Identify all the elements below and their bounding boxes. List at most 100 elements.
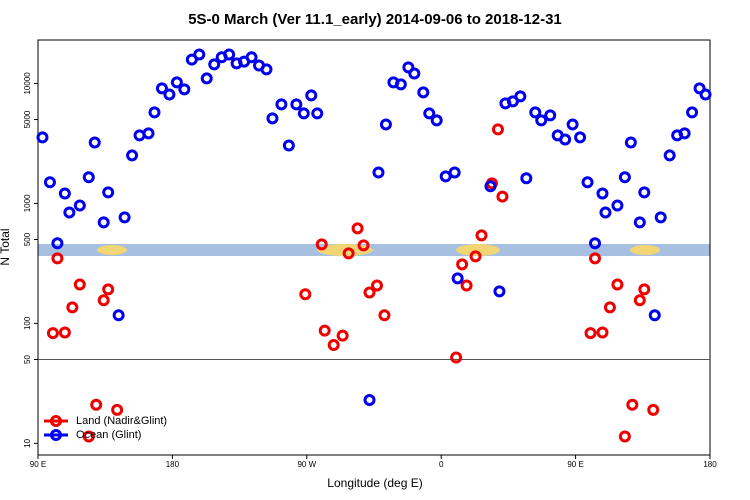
point bbox=[163, 88, 176, 101]
point bbox=[584, 327, 597, 340]
point bbox=[402, 61, 415, 74]
point bbox=[611, 199, 624, 212]
map-strip bbox=[38, 244, 710, 256]
y-tick-label: 5000 bbox=[23, 110, 32, 128]
point bbox=[178, 83, 191, 96]
point bbox=[496, 190, 509, 203]
point bbox=[379, 118, 392, 131]
point bbox=[372, 166, 385, 179]
point bbox=[647, 403, 660, 416]
point bbox=[648, 309, 661, 322]
point bbox=[46, 327, 59, 340]
point bbox=[520, 172, 533, 185]
point bbox=[170, 76, 183, 89]
y-tick-label: 10000 bbox=[23, 72, 32, 95]
legend: Land (Nadir&Glint) Ocean (Glint) bbox=[44, 415, 167, 441]
point bbox=[97, 216, 110, 229]
y-tick-label: 50 bbox=[23, 355, 32, 364]
point bbox=[155, 82, 168, 95]
point bbox=[633, 294, 646, 307]
point bbox=[559, 133, 572, 146]
point bbox=[73, 278, 86, 291]
x-tick-label: 90 E bbox=[567, 460, 583, 469]
point bbox=[142, 127, 155, 140]
point bbox=[311, 107, 324, 120]
legend-marker bbox=[50, 415, 62, 427]
point bbox=[336, 329, 349, 342]
point bbox=[73, 199, 86, 212]
point bbox=[686, 106, 699, 119]
y-tick-label: 100 bbox=[23, 316, 32, 330]
legend-label: Ocean (Glint) bbox=[76, 429, 141, 441]
point bbox=[351, 222, 364, 235]
y-tick-label: 500 bbox=[23, 232, 32, 246]
point bbox=[535, 114, 548, 127]
point bbox=[624, 136, 637, 149]
point bbox=[363, 393, 376, 406]
point bbox=[282, 139, 295, 152]
point bbox=[529, 106, 542, 119]
point bbox=[363, 286, 376, 299]
point bbox=[574, 131, 587, 144]
map-land bbox=[630, 245, 660, 255]
point bbox=[275, 98, 288, 111]
x-axis-label: Longitude (deg E) bbox=[327, 476, 422, 490]
point bbox=[596, 187, 609, 200]
y-axis-label: N Total bbox=[0, 228, 12, 265]
plot-frame bbox=[37, 39, 711, 456]
point bbox=[318, 324, 331, 337]
point bbox=[581, 176, 594, 189]
point bbox=[112, 309, 125, 322]
point bbox=[475, 229, 488, 242]
point bbox=[589, 252, 602, 265]
point bbox=[599, 206, 612, 219]
chart-title: 5S-0 March (Ver 11.1_early) 2014-09-06 t… bbox=[188, 11, 562, 28]
point bbox=[469, 250, 482, 263]
point bbox=[603, 301, 616, 314]
point bbox=[51, 237, 64, 250]
point bbox=[633, 216, 646, 229]
point bbox=[460, 279, 473, 292]
point bbox=[618, 171, 631, 184]
point bbox=[290, 98, 303, 111]
x-tick-label: 90 E bbox=[30, 460, 46, 469]
point bbox=[260, 63, 273, 76]
point bbox=[200, 72, 213, 85]
point bbox=[394, 78, 407, 91]
point bbox=[638, 283, 651, 296]
point bbox=[102, 186, 115, 199]
point bbox=[82, 430, 95, 443]
point bbox=[305, 89, 318, 102]
point bbox=[451, 272, 464, 285]
point bbox=[544, 109, 557, 122]
map-land bbox=[456, 244, 500, 256]
point bbox=[299, 288, 312, 301]
point bbox=[297, 107, 310, 120]
point bbox=[327, 339, 340, 352]
point bbox=[193, 48, 206, 61]
point bbox=[97, 294, 110, 307]
point bbox=[611, 278, 624, 291]
point bbox=[423, 107, 436, 120]
point bbox=[638, 186, 651, 199]
point bbox=[693, 82, 706, 95]
x-tick-label: 180 bbox=[703, 460, 717, 469]
legend-marker bbox=[50, 429, 62, 441]
point bbox=[342, 247, 355, 260]
point bbox=[626, 398, 639, 411]
point bbox=[589, 237, 602, 250]
point bbox=[450, 351, 463, 364]
point bbox=[36, 131, 49, 144]
point bbox=[245, 51, 258, 64]
point bbox=[66, 301, 79, 314]
point bbox=[88, 136, 101, 149]
point bbox=[43, 176, 56, 189]
point bbox=[111, 403, 124, 416]
point bbox=[357, 239, 370, 252]
point bbox=[315, 238, 328, 251]
point bbox=[126, 149, 139, 162]
point bbox=[63, 206, 76, 219]
x-tick-label: 90 W bbox=[297, 460, 316, 469]
point bbox=[148, 106, 161, 119]
